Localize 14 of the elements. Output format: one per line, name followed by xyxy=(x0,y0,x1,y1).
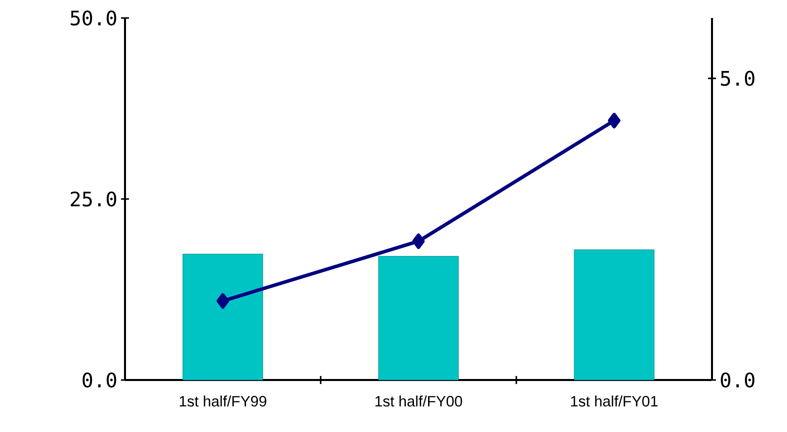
bar xyxy=(378,256,459,380)
point xyxy=(412,233,425,249)
y-tick-label: 25.0 xyxy=(70,191,116,207)
point xyxy=(608,112,620,128)
y-tick-label: 50.0 xyxy=(70,10,116,26)
y2-tick-label: 0.0 xyxy=(720,372,754,388)
y2-tick-label: 5.0 xyxy=(720,70,754,86)
bar xyxy=(574,249,654,380)
y-tick-label: 0.0 xyxy=(82,372,116,388)
bar xyxy=(182,254,264,380)
point xyxy=(216,293,230,309)
x-tick-label: 1st half/FY99 xyxy=(180,396,266,407)
x-tick-label: 1st half/FY00 xyxy=(375,396,462,407)
x-tick-label: 1st half/FY01 xyxy=(571,396,658,407)
